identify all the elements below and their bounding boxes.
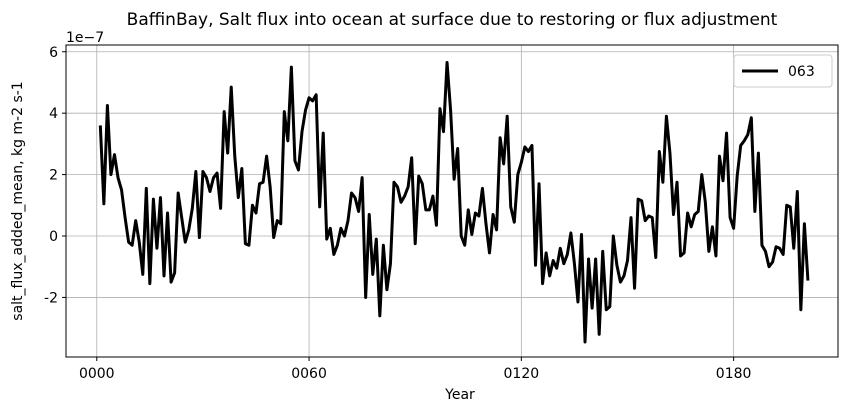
x-axis-label: Year (444, 387, 475, 403)
y-tick-label: 4 (49, 106, 58, 122)
x-tick-label: 0060 (291, 366, 327, 382)
line-series (98, 61, 810, 344)
chart-title: BaffinBay, Salt flux into ocean at surfa… (127, 10, 778, 30)
legend-label: 063 (788, 64, 815, 80)
y-tick-label: -2 (44, 290, 58, 306)
y-tick-label: 2 (49, 168, 58, 184)
y-tick-label: 6 (49, 45, 58, 61)
y-tick-label: 0 (49, 229, 58, 245)
legend-box (733, 54, 833, 88)
x-tick-label: 0180 (716, 366, 752, 382)
y-axis-label: salt_flux_added_mean, kg m-2 s-1 (10, 81, 26, 320)
x-tick-label: 0000 (79, 366, 115, 382)
plot-frame (65, 44, 839, 358)
x-tick-label: 0120 (504, 366, 540, 382)
offset-text: 1e−7 (66, 30, 104, 46)
